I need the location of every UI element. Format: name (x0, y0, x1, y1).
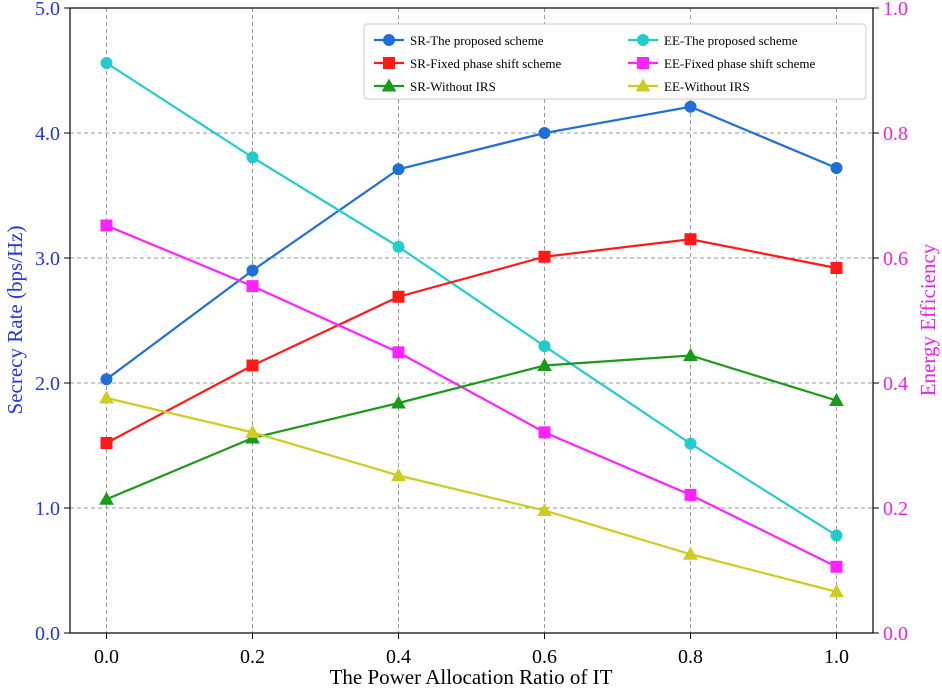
legend-label-ee-proposed: EE-The proposed scheme (664, 33, 798, 48)
data-point (391, 395, 406, 409)
data-point (538, 250, 551, 263)
data-point (829, 392, 844, 406)
legend-swatch (374, 34, 404, 46)
x-tick-label: 1.0 (824, 646, 849, 668)
legend-swatch (628, 34, 658, 46)
tick-marks (64, 7, 879, 639)
x-tick-label: 0.4 (386, 646, 411, 668)
plot-frame (69, 7, 874, 634)
x-tick-label: 0.2 (240, 646, 265, 668)
legend-swatch (628, 57, 658, 69)
y-left-tick-label: 1.0 (35, 498, 60, 520)
y-left-tick-label: 0.0 (35, 623, 60, 645)
y-right-tick-label: 0.0 (883, 623, 908, 645)
series-2 (100, 233, 843, 449)
legend: SR-The proposed scheme EE-The proposed s… (363, 23, 867, 100)
y-left-tick-label: 2.0 (35, 373, 60, 395)
data-point (246, 151, 259, 164)
y-right-tick-label: 0.8 (883, 123, 908, 145)
y-left-tick-label: 5.0 (35, 0, 60, 20)
data-point (684, 233, 697, 246)
data-point (537, 357, 552, 371)
x-tick-labels: 0.0 0.2 0.4 0.6 0.8 1.0 (94, 646, 849, 668)
y-right-tick-labels: 0.0 0.2 0.4 0.6 0.8 1.0 (883, 0, 908, 645)
data-point (830, 262, 843, 274)
data-point (830, 560, 843, 573)
data-point (100, 373, 113, 386)
data-point (246, 280, 259, 293)
y-left-axis-label: Secrecy Rate (bps/Hz) (3, 226, 27, 415)
data-point (100, 219, 113, 232)
legend-box (363, 23, 867, 100)
data-point (684, 437, 697, 450)
series-1 (100, 57, 843, 542)
series-group (99, 57, 844, 598)
data-point (683, 347, 698, 361)
data-point (683, 546, 698, 560)
legend-marker (383, 34, 395, 46)
data-point (392, 290, 405, 303)
data-point (392, 240, 405, 253)
x-tick-label: 0.6 (532, 646, 557, 668)
series-line (106, 354, 837, 501)
legend-swatch (628, 78, 658, 92)
series-5 (99, 390, 844, 598)
y-left-tick-labels: 0.0 1.0 2.0 3.0 4.0 5.0 (35, 0, 60, 645)
y-left-tick-label: 4.0 (35, 123, 60, 145)
series-line (105, 62, 838, 537)
data-point (391, 467, 406, 481)
legend-marker (637, 57, 649, 69)
x-axis-label: The Power Allocation Ratio of IT (330, 665, 613, 689)
data-point (538, 426, 551, 439)
series-4 (99, 347, 844, 505)
data-point (245, 424, 260, 438)
legend-label-sr-fixed: SR-Fixed phase shift scheme (410, 56, 562, 71)
data-point (392, 163, 405, 176)
data-point (538, 127, 551, 139)
data-point (830, 529, 843, 542)
data-point (100, 57, 113, 69)
legend-label-sr-without-irs: SR-Without IRS (410, 79, 496, 94)
series-3 (100, 219, 843, 573)
x-tick-label: 0.8 (678, 646, 703, 668)
data-point (684, 100, 697, 113)
data-point (392, 346, 405, 359)
legend-marker (381, 78, 397, 92)
data-point (99, 390, 114, 404)
legend-marker (637, 34, 649, 46)
legend-marker (635, 78, 651, 92)
y-right-tick-label: 0.4 (883, 373, 908, 395)
series-line (105, 105, 837, 381)
y-right-tick-label: 0.6 (883, 248, 908, 270)
data-point (246, 359, 259, 372)
data-point (830, 162, 843, 174)
data-point (537, 502, 552, 516)
data-point (246, 264, 259, 277)
legend-swatch (374, 78, 404, 92)
data-point (538, 340, 551, 353)
data-point (829, 584, 844, 598)
series-line (106, 224, 837, 568)
series-line (106, 396, 837, 593)
legend-label-sr-proposed: SR-The proposed scheme (410, 33, 544, 48)
y-left-tick-label: 3.0 (35, 248, 60, 270)
data-point (100, 437, 113, 449)
y-right-axis-label: Energy Efficiency (916, 243, 940, 396)
series-line (105, 238, 837, 444)
legend-label-ee-without-irs: EE-Without IRS (664, 79, 750, 94)
series-0 (100, 100, 843, 386)
y-right-tick-label: 1.0 (883, 0, 908, 20)
legend-swatch (374, 57, 404, 69)
y-right-tick-label: 0.2 (883, 498, 908, 520)
data-point (99, 491, 114, 505)
data-point (684, 488, 697, 501)
x-tick-label: 0.0 (94, 646, 119, 668)
legend-label-ee-fixed: EE-Fixed phase shift scheme (664, 56, 815, 71)
legend-marker (383, 57, 395, 69)
